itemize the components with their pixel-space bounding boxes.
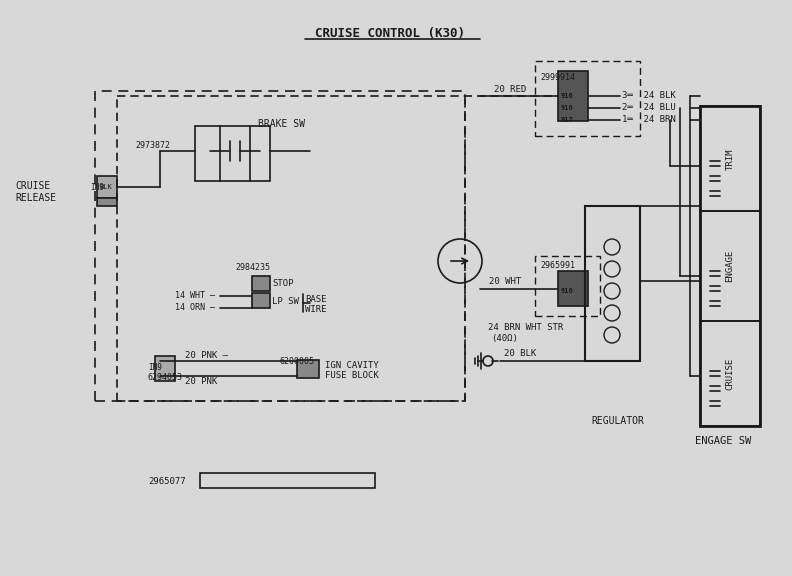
Text: ENGAGE: ENGAGE — [725, 250, 734, 282]
Text: 20 WHT: 20 WHT — [489, 278, 521, 286]
Text: 916: 916 — [561, 105, 573, 111]
Text: 2973872: 2973872 — [135, 142, 170, 150]
Text: BASE: BASE — [305, 294, 326, 304]
Text: 20 PNK —: 20 PNK — — [185, 351, 228, 359]
Text: 14 WHT —: 14 WHT — — [175, 291, 215, 301]
Text: 2984235: 2984235 — [235, 263, 270, 272]
Text: 916: 916 — [561, 93, 573, 99]
Text: WIRE: WIRE — [305, 305, 326, 314]
Text: CRUISE: CRUISE — [725, 358, 734, 390]
Bar — [97, 198, 117, 206]
Bar — [535, 256, 600, 316]
Text: IGN CAVITY: IGN CAVITY — [325, 362, 379, 370]
Bar — [700, 106, 760, 426]
Text: 20 RED: 20 RED — [494, 85, 526, 93]
Text: 24 BRN WHT STR: 24 BRN WHT STR — [488, 324, 563, 332]
Text: 20 PNK: 20 PNK — [185, 377, 217, 386]
Text: 2999914: 2999914 — [540, 74, 575, 82]
Text: 14 ORN —: 14 ORN — — [175, 304, 215, 313]
Text: CRUISE CONTROL (K30): CRUISE CONTROL (K30) — [315, 26, 465, 40]
Text: 2965077: 2965077 — [148, 476, 185, 486]
Text: BRAKE SW: BRAKE SW — [258, 119, 305, 129]
Bar — [297, 360, 319, 378]
Text: RELEASE: RELEASE — [15, 193, 56, 203]
Text: TRIM: TRIM — [725, 148, 734, 170]
Text: 20 BLK: 20 BLK — [504, 350, 536, 358]
Bar — [700, 321, 760, 426]
Text: LP SW: LP SW — [272, 297, 299, 305]
Bar — [97, 176, 117, 198]
Bar — [535, 61, 640, 136]
Text: 6200005: 6200005 — [280, 357, 315, 366]
Text: IN9: IN9 — [148, 363, 162, 373]
Text: STOP: STOP — [272, 279, 294, 289]
Text: FUSE BLOCK: FUSE BLOCK — [325, 372, 379, 381]
Text: (40Ω): (40Ω) — [492, 334, 519, 343]
Bar — [195, 126, 270, 181]
Bar — [585, 206, 640, 361]
Text: IN9: IN9 — [90, 184, 104, 192]
Text: REGULATOR: REGULATOR — [591, 416, 644, 426]
Bar — [700, 211, 760, 321]
Bar — [95, 91, 465, 401]
Text: 2965991: 2965991 — [540, 262, 575, 271]
Bar — [700, 106, 760, 211]
Bar — [558, 71, 588, 121]
Bar — [155, 356, 175, 381]
Text: 2═  24 BLU: 2═ 24 BLU — [622, 104, 676, 112]
Bar — [558, 271, 588, 306]
Text: CRUISE: CRUISE — [15, 181, 50, 191]
Text: 6294053: 6294053 — [148, 373, 183, 382]
Text: 3═  24 BLK: 3═ 24 BLK — [622, 92, 676, 100]
Text: ENGAGE SW: ENGAGE SW — [695, 436, 752, 446]
Bar — [252, 293, 270, 308]
Bar — [252, 276, 270, 291]
Bar — [200, 473, 375, 488]
Text: 916: 916 — [561, 288, 573, 294]
Text: 917: 917 — [561, 117, 573, 123]
Text: 1═  24 BRN: 1═ 24 BRN — [622, 116, 676, 124]
Text: BLK: BLK — [99, 184, 112, 190]
